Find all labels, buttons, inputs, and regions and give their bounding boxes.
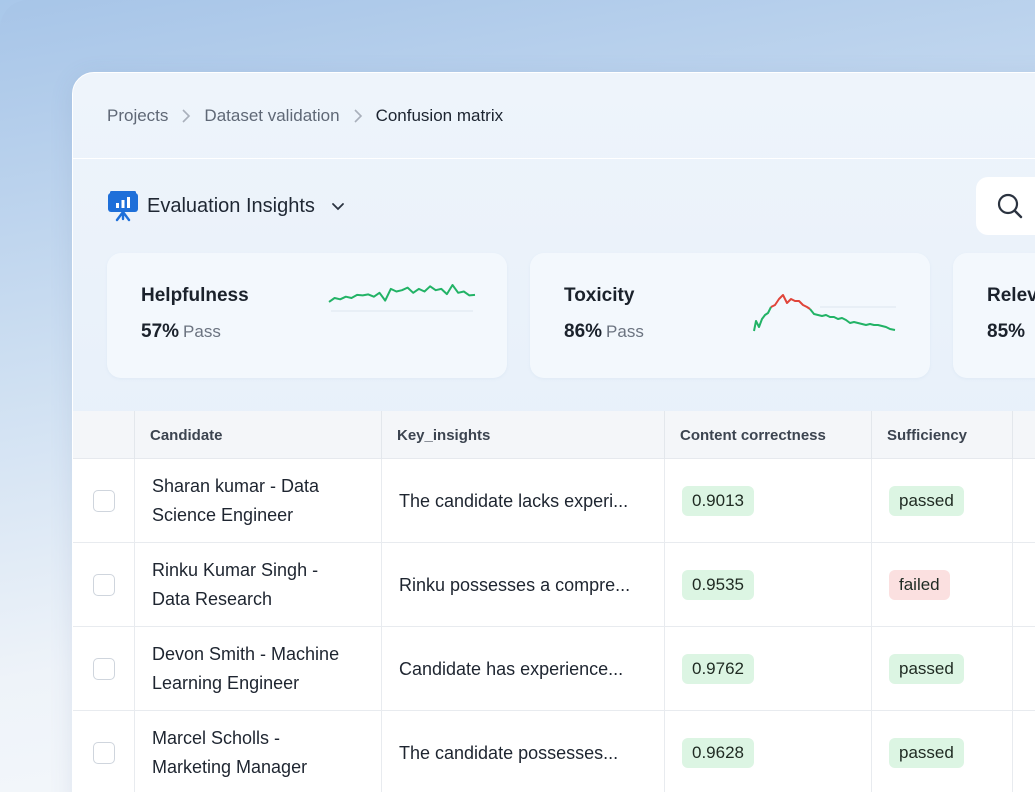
- candidate-cell: Rinku Kumar Singh - Data Research: [134, 543, 381, 627]
- metric-name: Toxicity: [564, 285, 635, 306]
- row-checkbox[interactable]: [92, 490, 115, 512]
- breadcrumb-dataset-validation[interactable]: Dataset validation: [204, 105, 340, 125]
- insight-cell: The candidate lacks experi...: [381, 459, 664, 543]
- metric-card-toxicity[interactable]: Toxicity 86% Pass: [530, 253, 930, 378]
- metric-card-relevance[interactable]: Relev 85%: [953, 253, 1035, 378]
- presentation-chart-icon: [108, 191, 138, 222]
- row-checkbox[interactable]: [92, 658, 115, 680]
- row-checkbox-cell: [73, 459, 134, 543]
- extra-cell: [1012, 459, 1035, 543]
- insight-cell: The candidate possesses...: [381, 711, 664, 792]
- correctness-badge: 0.9013: [682, 486, 754, 516]
- breadcrumb-confusion-matrix: Confusion matrix: [375, 105, 504, 125]
- correctness-cell: 0.9013: [664, 459, 871, 543]
- candidate-cell: Sharan kumar - Data Science Engineer: [134, 459, 381, 543]
- sufficiency-cell: passed: [871, 459, 1012, 543]
- metric-value: 86% Pass: [564, 321, 644, 343]
- insight-cell: Rinku possesses a compre...: [381, 543, 664, 627]
- insights-title: Evaluation Insights: [147, 194, 315, 217]
- sufficiency-cell: failed: [871, 543, 1012, 627]
- correctness-badge: 0.9628: [682, 738, 754, 768]
- extra-cell: [1012, 627, 1035, 711]
- row-checkbox-cell: [73, 627, 134, 711]
- metric-card-helpfulness[interactable]: Helpfulness 57% Pass: [107, 253, 507, 378]
- column-header-key-insights[interactable]: Key_insights: [381, 411, 664, 459]
- correctness-cell: 0.9628: [664, 711, 871, 792]
- chevron-down-icon[interactable]: [329, 197, 347, 215]
- row-checkbox-cell: [73, 543, 134, 627]
- status-badge: passed: [889, 486, 964, 516]
- candidate-cell: Marcel Scholls - Marketing Manager: [134, 711, 381, 792]
- status-badge: passed: [889, 654, 964, 684]
- table-row[interactable]: Sharan kumar - Data Science Engineer The…: [73, 459, 1035, 543]
- breadcrumb-projects[interactable]: Projects: [107, 105, 169, 125]
- row-checkbox[interactable]: [92, 574, 115, 596]
- insights-selector[interactable]: Evaluation Insights: [107, 186, 347, 226]
- app-window: Projects Dataset validation Confusion ma…: [72, 72, 1035, 792]
- table-row[interactable]: Rinku Kumar Singh - Data Research Rinku …: [73, 543, 1035, 627]
- metric-percent: 85%: [987, 321, 1026, 342]
- candidate-cell: Devon Smith - Machine Learning Engineer: [134, 627, 381, 711]
- search-button[interactable]: [976, 177, 1035, 235]
- metric-status: Pass: [606, 322, 644, 341]
- metric-status: Pass: [183, 322, 221, 341]
- sufficiency-cell: passed: [871, 711, 1012, 792]
- table-row[interactable]: Devon Smith - Machine Learning Engineer …: [73, 627, 1035, 711]
- results-table: Candidate Key_insights Content correctne…: [73, 411, 1035, 792]
- correctness-badge: 0.9762: [682, 654, 754, 684]
- insight-cell: Candidate has experience...: [381, 627, 664, 711]
- metric-percent: 57%: [141, 321, 180, 342]
- breadcrumb: Projects Dataset validation Confusion ma…: [73, 73, 1035, 159]
- metric-value: 57% Pass: [141, 321, 221, 343]
- column-header-extra: [1012, 411, 1035, 459]
- extra-cell: [1012, 543, 1035, 627]
- status-badge: passed: [889, 738, 964, 768]
- search-icon: [997, 193, 1023, 219]
- sufficiency-cell: passed: [871, 627, 1012, 711]
- metric-name: Relev: [987, 285, 1035, 306]
- correctness-cell: 0.9762: [664, 627, 871, 711]
- helpfulness-sparkline: [328, 284, 476, 312]
- extra-cell: [1012, 711, 1035, 792]
- table-header: Candidate Key_insights Content correctne…: [73, 411, 1035, 459]
- chevron-right-icon: [340, 108, 376, 123]
- correctness-cell: 0.9535: [664, 543, 871, 627]
- chevron-right-icon: [168, 108, 204, 123]
- column-header-content-correctness[interactable]: Content correctness: [664, 411, 871, 459]
- metric-name: Helpfulness: [141, 285, 249, 306]
- metric-percent: 86%: [564, 321, 603, 342]
- status-badge: failed: [889, 570, 950, 600]
- row-checkbox-cell: [73, 711, 134, 792]
- column-header-candidate[interactable]: Candidate: [134, 411, 381, 459]
- correctness-badge: 0.9535: [682, 570, 754, 600]
- row-checkbox[interactable]: [92, 742, 115, 764]
- toxicity-sparkline: [753, 294, 896, 332]
- column-header-sufficiency[interactable]: Sufficiency: [871, 411, 1012, 459]
- table-row[interactable]: Marcel Scholls - Marketing Manager The c…: [73, 711, 1035, 792]
